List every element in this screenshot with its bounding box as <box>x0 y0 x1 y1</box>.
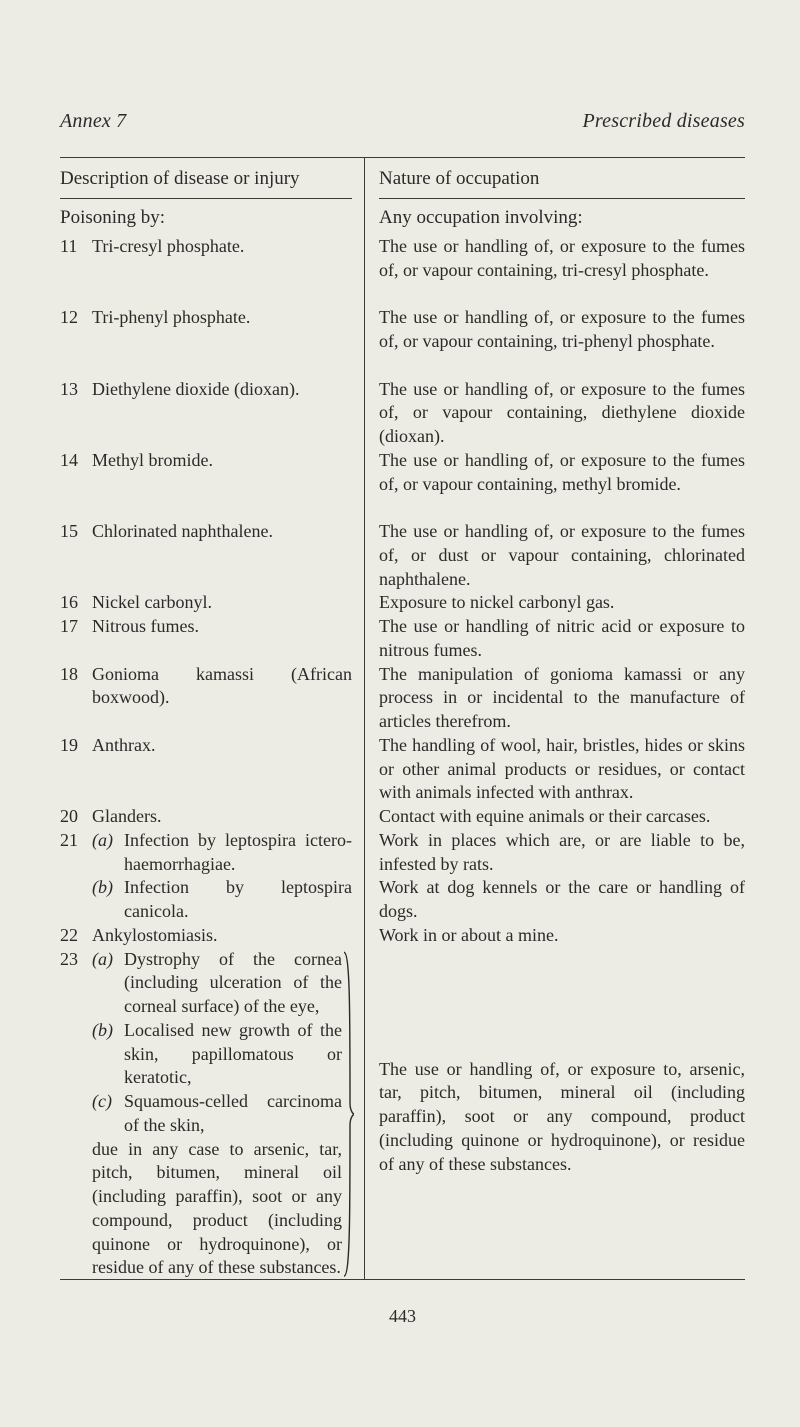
subitem: (c) Squamous-celled carcinoma of the ski… <box>92 1090 342 1138</box>
subitem-text: Infection by leptospira ictero-haemorrha… <box>124 829 352 877</box>
table-row: 11Tri-cresyl phosphate. <box>60 235 352 306</box>
nature-text: The use or handling of, or exposure to t… <box>379 449 745 520</box>
row-number: 22 <box>60 924 92 948</box>
subitem-tag: (a) <box>92 829 124 877</box>
table-row: 12Tri-phenyl phosphate. <box>60 306 352 377</box>
subitem-tag: (a) <box>92 948 124 1019</box>
row-number: 18 <box>60 663 92 734</box>
nature-text: The use or handling of, or exposure to t… <box>379 235 745 306</box>
table-row: 16Nickel carbonyl. <box>60 591 352 615</box>
col-header-nature: Nature of occupation <box>379 158 745 199</box>
row-desc: Tri-cresyl phosphate. <box>92 235 352 306</box>
table-row: 18Gonioma kamassi (African boxwood). <box>60 663 352 734</box>
col-header-disease: Description of disease or injury <box>60 158 352 199</box>
subitem-text: Squamous-celled carcinoma of the skin, <box>124 1090 342 1138</box>
row-desc: Glanders. <box>92 805 352 829</box>
row-desc: Tri-phenyl phosphate. <box>92 306 352 377</box>
table-row: 20Glanders. <box>60 805 352 829</box>
row-number: 21 <box>60 829 92 924</box>
table-row: 17Nitrous fumes. <box>60 615 352 663</box>
nature-text: Work in or about a mine. <box>379 924 745 948</box>
brace-icon <box>342 948 352 1281</box>
row-desc: Ankylostomiasis. <box>92 924 352 948</box>
row-number: 11 <box>60 235 92 306</box>
row-number: 20 <box>60 805 92 829</box>
subitem: (b) Infection by leptospira canicola. <box>92 876 352 924</box>
nature-text: The use or handling of, or exposure to t… <box>379 520 745 591</box>
row-desc: Nitrous fumes. <box>92 615 352 663</box>
nature-text: Work in places which are, or are liable … <box>379 829 745 877</box>
subitem-tag: (b) <box>92 1019 124 1090</box>
table-row: 23 (a) Dystrophy of the cornea (includin… <box>60 948 352 1281</box>
row-desc: Methyl bromide. <box>92 449 352 520</box>
table-row: 13Diethylene dioxide (dioxan). <box>60 378 352 449</box>
nature-text: The use or handling of nitric acid or ex… <box>379 615 745 663</box>
column-disease: Description of disease or injury Poisoni… <box>60 158 365 1280</box>
row-desc: Gonioma kamassi (African boxwood). <box>92 663 352 734</box>
subitem-tail: due in any case to arsenic, tar, pitch, … <box>92 1138 342 1281</box>
nature-text: Exposure to nickel carbonyl gas. <box>379 591 745 615</box>
row-number: 19 <box>60 734 92 805</box>
spacer <box>379 948 745 1058</box>
nature-text: The manipulation of gonioma kamassi or a… <box>379 663 745 734</box>
subhead-poisoning: Poisoning by: <box>60 199 352 235</box>
nature-text: The use or handling of, or exposure to, … <box>379 1058 745 1177</box>
table-row: 21 (a) Infection by leptospira ictero-ha… <box>60 829 352 924</box>
subitem: (a) Infection by leptospira ictero-haemo… <box>92 829 352 877</box>
row-desc: (a) Dystrophy of the cornea (including u… <box>92 948 342 1281</box>
nature-text: Work at dog kennels or the care or handl… <box>379 876 745 924</box>
row-number: 17 <box>60 615 92 663</box>
subitem: (a) Dystrophy of the cornea (including u… <box>92 948 342 1019</box>
row-number: 15 <box>60 520 92 591</box>
subitem: (b) Localised new growth of the skin, pa… <box>92 1019 342 1090</box>
row-number: 14 <box>60 449 92 520</box>
page-header: Annex 7 Prescribed diseases <box>60 110 745 133</box>
page-number: 443 <box>60 1306 745 1327</box>
column-nature: Nature of occupation Any occupation invo… <box>365 158 745 1280</box>
row-desc: (a) Infection by leptospira ictero-haemo… <box>92 829 352 924</box>
subitem-text: Localised new growth of the skin, papill… <box>124 1019 342 1090</box>
table-row: 22 Ankylostomiasis. <box>60 924 352 948</box>
row-desc: Anthrax. <box>92 734 352 805</box>
table-row: 15Chlorinated naphthalene. <box>60 520 352 591</box>
content-table: Description of disease or injury Poisoni… <box>60 157 745 1280</box>
row-number: 16 <box>60 591 92 615</box>
header-left: Annex 7 <box>60 110 126 133</box>
nature-text: The handling of wool, hair, bristles, hi… <box>379 734 745 805</box>
subitem-text: Dystrophy of the cornea (including ulcer… <box>124 948 342 1019</box>
row-desc: Diethylene dioxide (dioxan). <box>92 378 352 449</box>
nature-text: Contact with equine animals or their car… <box>379 805 745 829</box>
header-right: Prescribed diseases <box>583 110 745 133</box>
row-desc: Chlorinated naphthalene. <box>92 520 352 591</box>
row-number: 23 <box>60 948 92 1281</box>
subhead-occupation: Any occupation involving: <box>379 199 745 235</box>
subitem-tag: (b) <box>92 876 124 924</box>
page: Annex 7 Prescribed diseases Description … <box>0 0 800 1427</box>
row-number: 12 <box>60 306 92 377</box>
row-desc: Nickel carbonyl. <box>92 591 352 615</box>
nature-text: The use or handling of, or exposure to t… <box>379 378 745 449</box>
subitem-text: Infection by leptospira canicola. <box>124 876 352 924</box>
row-number: 13 <box>60 378 92 449</box>
table-row: 19Anthrax. <box>60 734 352 805</box>
nature-text: The use or handling of, or exposure to t… <box>379 306 745 377</box>
table-row: 14Methyl bromide. <box>60 449 352 520</box>
subitem-tag: (c) <box>92 1090 124 1138</box>
